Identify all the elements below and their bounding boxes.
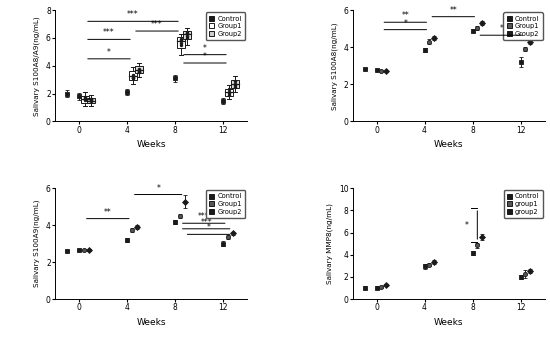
Bar (225, 89, 233, 96)
Bar (87, 98, 95, 103)
Legend: Control, group1, group2: Control, group1, group2 (504, 190, 542, 218)
Y-axis label: Salivary MMP8(ng/mL): Salivary MMP8(ng/mL) (327, 203, 333, 284)
Legend: Control, Group1, Group2: Control, Group1, Group2 (206, 190, 245, 218)
Text: *: * (403, 19, 407, 28)
Legend: Control, Group1, Group2: Control, Group1, Group2 (503, 12, 542, 40)
Text: ***: *** (103, 28, 115, 37)
Text: ***: *** (127, 10, 139, 19)
X-axis label: Weeks: Weeks (136, 140, 166, 149)
Legend: Control, Group1, Group2: Control, Group1, Group2 (206, 12, 245, 40)
Text: *: * (203, 44, 207, 53)
Bar (231, 80, 239, 88)
X-axis label: Weeks: Weeks (136, 318, 166, 327)
Text: ***: *** (200, 218, 212, 227)
Bar (81, 96, 89, 103)
Y-axis label: Salivary S100A8(ng/mL): Salivary S100A8(ng/mL) (332, 22, 338, 109)
Text: *: * (156, 184, 160, 192)
Text: *: * (207, 223, 211, 232)
Text: ***: *** (151, 20, 163, 29)
Text: ***: *** (198, 212, 210, 221)
X-axis label: Weeks: Weeks (434, 318, 463, 327)
Text: *: * (465, 221, 469, 230)
Bar (177, 37, 185, 48)
Text: *: * (107, 48, 111, 57)
Text: **: ** (104, 208, 112, 217)
Bar (135, 67, 143, 73)
Text: **: ** (402, 11, 409, 20)
Text: *: * (203, 52, 207, 61)
X-axis label: Weeks: Weeks (434, 140, 463, 149)
Y-axis label: Salivary S100A8/A9(ng/mL): Salivary S100A8/A9(ng/mL) (34, 16, 40, 116)
Y-axis label: Salivary S100A9(ng/mL): Salivary S100A9(ng/mL) (34, 200, 40, 287)
Bar (129, 71, 137, 80)
Text: **: ** (449, 6, 457, 15)
Text: *: * (499, 24, 503, 33)
Bar (183, 31, 191, 39)
